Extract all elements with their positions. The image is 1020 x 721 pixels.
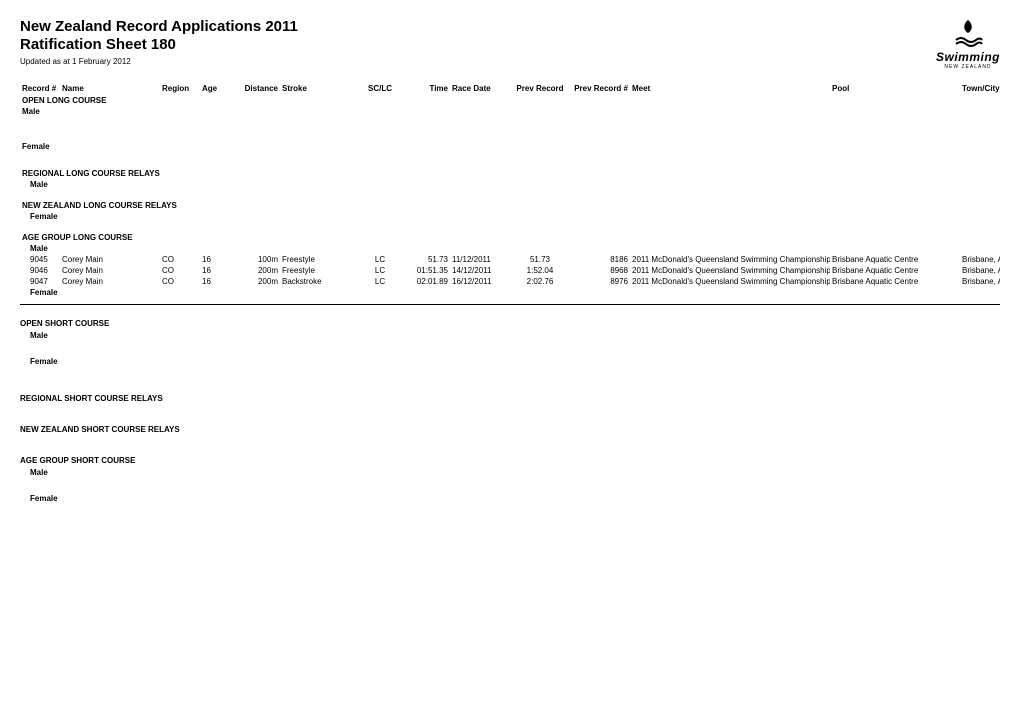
col-town-city: Town/City [960, 84, 1000, 95]
cell-prev-record: 1:52.04 [510, 265, 570, 276]
cell-town-city: Brisbane, Australia [960, 276, 1000, 287]
cell-prev-record-num: 8968 [570, 265, 630, 276]
section-sub-female: Female [20, 211, 1000, 222]
title-line-2: Ratification Sheet 180 [20, 36, 298, 53]
records-table: Record # Name Region Age Distance Stroke… [20, 84, 1000, 298]
table-row: 9045 Corey Main CO 16 100m Freestyle LC … [20, 254, 1000, 265]
cell-age: 16 [200, 276, 240, 287]
cell-meet: 2011 McDonald's Queensland Swimming Cham… [630, 265, 830, 276]
col-record-num: Record # [20, 84, 60, 95]
swimmer-icon [953, 18, 983, 48]
cell-race-date: 11/12/2011 [450, 254, 510, 265]
section-sub-male: Male [20, 106, 1000, 117]
cell-time: 51.73 [400, 254, 450, 265]
cell-region: CO [160, 265, 200, 276]
cell-stroke: Backstroke [280, 276, 360, 287]
section-nz-short-relays: NEW ZEALAND SHORT COURSE RELAYS [20, 425, 1000, 434]
col-race-date: Race Date [450, 84, 510, 95]
col-name: Name [60, 84, 160, 95]
cell-pool: Brisbane Aquatic Centre [830, 265, 960, 276]
cell-sclc: LC [360, 276, 400, 287]
cell-record-num: 9047 [20, 276, 60, 287]
cell-pool: Brisbane Aquatic Centre [830, 254, 960, 265]
cell-town-city: Brisbane, Australia [960, 265, 1000, 276]
col-prev-record: Prev Record [510, 84, 570, 95]
cell-time: 01:51.35 [400, 265, 450, 276]
cell-age: 16 [200, 265, 240, 276]
col-stroke: Stroke [280, 84, 360, 95]
cell-stroke: Freestyle [280, 254, 360, 265]
cell-pool: Brisbane Aquatic Centre [830, 276, 960, 287]
col-region: Region [160, 84, 200, 95]
cell-record-num: 9046 [20, 265, 60, 276]
col-sclc: SC/LC [360, 84, 400, 95]
cell-town-city: Brisbane, Australia [960, 254, 1000, 265]
cell-meet: 2011 McDonald's Queensland Swimming Cham… [630, 254, 830, 265]
logo-subtext: NEW ZEALAND [936, 64, 1000, 70]
cell-name: Corey Main [60, 265, 160, 276]
section-age-group-long: AGE GROUP LONG COURSE [20, 232, 1000, 243]
table-row: 9046 Corey Main CO 16 200m Freestyle LC … [20, 265, 1000, 276]
cell-sclc: LC [360, 265, 400, 276]
cell-distance: 100m [240, 254, 280, 265]
logo: Swimming NEW ZEALAND [936, 18, 1000, 70]
spacer [20, 222, 1000, 232]
cell-meet: 2011 McDonald's Queensland Swimming Cham… [630, 276, 830, 287]
col-meet: Meet [630, 84, 830, 95]
table-header-row: Record # Name Region Age Distance Stroke… [20, 84, 1000, 95]
section-sub-female: Female [20, 357, 1000, 366]
cell-prev-record: 2:02.76 [510, 276, 570, 287]
cell-prev-record-num: 8976 [570, 276, 630, 287]
cell-race-date: 14/12/2011 [450, 265, 510, 276]
cell-name: Corey Main [60, 254, 160, 265]
cell-sclc: LC [360, 254, 400, 265]
cell-race-date: 16/12/2011 [450, 276, 510, 287]
col-age: Age [200, 84, 240, 95]
section-sub-female: Female [20, 494, 1000, 503]
col-time: Time [400, 84, 450, 95]
section-sub-male: Male [20, 468, 1000, 477]
section-open-short-course: OPEN SHORT COURSE [20, 319, 1000, 328]
title-block: New Zealand Record Applications 2011 Rat… [20, 18, 298, 66]
spacer [20, 190, 1000, 200]
cell-time: 02:01.89 [400, 276, 450, 287]
section-age-group-short: AGE GROUP SHORT COURSE [20, 456, 1000, 465]
cell-region: CO [160, 254, 200, 265]
page-header: New Zealand Record Applications 2011 Rat… [20, 18, 1000, 70]
cell-distance: 200m [240, 276, 280, 287]
section-regional-long-relays: REGIONAL LONG COURSE RELAYS [20, 168, 1000, 179]
spacer [20, 117, 1000, 141]
col-prev-record-num: Prev Record # [570, 84, 630, 95]
cell-region: CO [160, 276, 200, 287]
cell-prev-record: 51.73 [510, 254, 570, 265]
col-pool: Pool [830, 84, 960, 95]
cell-record-num: 9045 [20, 254, 60, 265]
divider-line [20, 304, 1000, 305]
section-sub-female: Female [20, 287, 1000, 298]
spacer [20, 152, 1000, 168]
section-open-long-course: OPEN LONG COURSE [20, 95, 1000, 106]
logo-text: Swimming [936, 50, 1000, 64]
section-sub-male: Male [20, 331, 1000, 340]
cell-age: 16 [200, 254, 240, 265]
table-row: 9047 Corey Main CO 16 200m Backstroke LC… [20, 276, 1000, 287]
title-line-1: New Zealand Record Applications 2011 [20, 18, 298, 35]
section-regional-short-relays: REGIONAL SHORT COURSE RELAYS [20, 394, 1000, 403]
updated-line: Updated as at 1 February 2012 [20, 57, 298, 66]
col-distance: Distance [240, 84, 280, 95]
section-sub-female: Female [20, 141, 1000, 152]
cell-prev-record-num: 8186 [570, 254, 630, 265]
cell-name: Corey Main [60, 276, 160, 287]
section-nz-long-relays: NEW ZEALAND LONG COURSE RELAYS [20, 200, 1000, 211]
cell-distance: 200m [240, 265, 280, 276]
section-sub-male: Male [20, 243, 1000, 254]
section-sub-male: Male [20, 179, 1000, 190]
cell-stroke: Freestyle [280, 265, 360, 276]
